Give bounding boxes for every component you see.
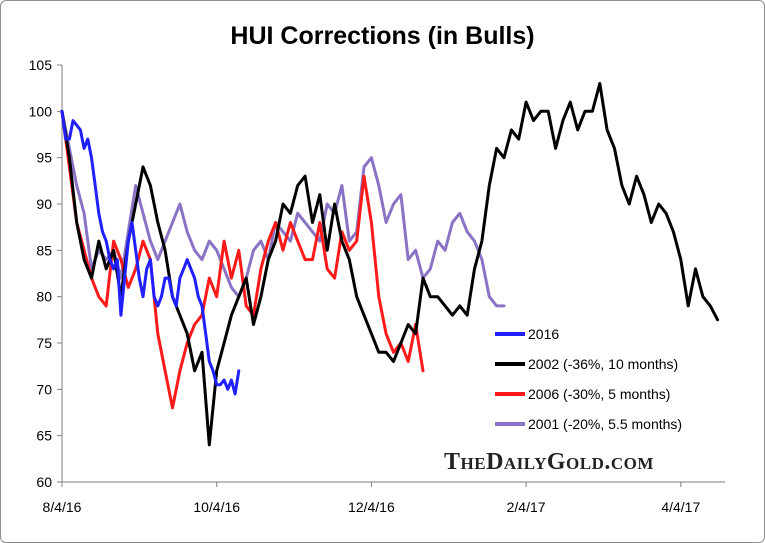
watermark-logo: TheDailyGold.com	[444, 449, 654, 475]
y-tick-label: 70	[36, 381, 52, 397]
series-lines	[60, 82, 720, 447]
legend-label: 2002 (-36%, 10 months)	[528, 356, 678, 372]
series-line-2001	[60, 109, 506, 308]
y-tick-label: 90	[36, 196, 52, 212]
series-line-2016	[60, 109, 241, 396]
x-tick-label: 10/4/16	[193, 499, 240, 515]
legend: 2016 2002 (-36%, 10 months) 2006 (-30%, 5 …	[495, 326, 682, 432]
axes: 60 65 70 75 80 85 90 95 100 105 8/4/16 10/4/16 12/4/…	[29, 57, 725, 515]
legend-label: 2006 (-30%, 5 months)	[528, 386, 670, 402]
x-tick-label: 2/4/17	[507, 499, 546, 515]
y-tick-label: 85	[36, 242, 52, 258]
y-tick-label: 105	[29, 57, 53, 73]
series-line-2006	[60, 109, 425, 410]
y-tick-label: 65	[36, 428, 52, 444]
x-tick-label: 4/4/17	[661, 499, 700, 515]
y-tick-label: 60	[36, 474, 52, 490]
y-tick-label: 75	[36, 335, 52, 351]
x-tick-label: 8/4/16	[43, 499, 82, 515]
legend-label: 2016	[528, 326, 559, 342]
legend-label: 2001 (-20%, 5.5 months)	[528, 416, 682, 432]
y-tick-label: 95	[36, 150, 52, 166]
chart-title: HUI Corrections (in Bulls)	[230, 22, 535, 50]
y-tick-label: 80	[36, 289, 52, 305]
y-tick-label: 100	[29, 103, 53, 119]
x-tick-label: 12/4/16	[348, 499, 395, 515]
